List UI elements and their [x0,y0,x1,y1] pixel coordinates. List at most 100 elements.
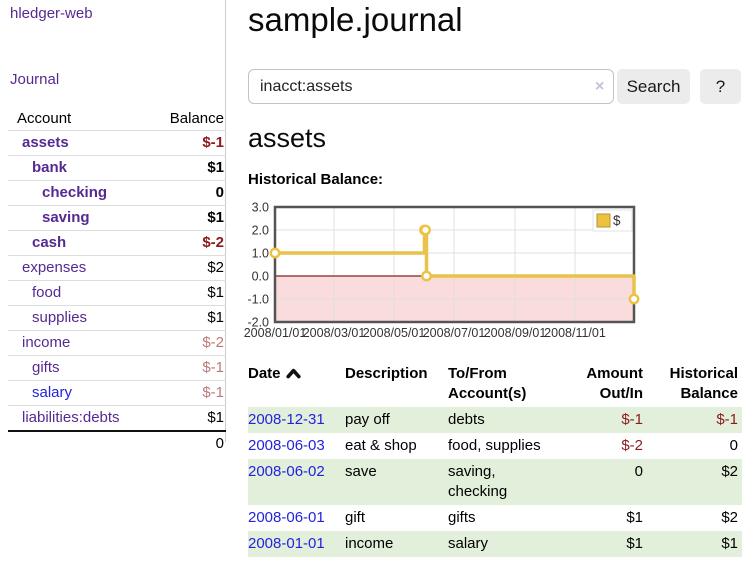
account-balance: 0 [152,180,226,206]
clear-search-icon[interactable]: × [595,78,605,95]
sort-ascending-icon[interactable] [285,365,301,385]
register-row[interactable]: 2008-06-02 save saving, checking 0 $2 [248,459,742,505]
svg-text:2008/03/01: 2008/03/01 [303,326,366,340]
register-balance-cell: $-1 [716,411,738,428]
accounts-total-value: 0 [152,430,226,456]
register-balance-cell: $1 [721,535,738,552]
account-row: bank $1 [8,155,226,181]
svg-text:2008/07/01: 2008/07/01 [423,326,486,340]
register-row[interactable]: 2008-06-01 gift gifts $1 $2 [248,505,742,531]
register-description-cell: eat & shop [345,437,417,454]
register-date-link[interactable]: 2008-06-01 [248,509,325,526]
account-balance: $-1 [152,130,226,156]
register-balance-cell: $2 [721,463,738,480]
register-date-cell: 2008-12-31 [248,407,345,433]
register-amount-cell: $-1 [621,411,643,428]
account-name-cell: checking [8,180,153,206]
account-balance: $-2 [152,330,226,356]
register-amount-cell: $-2 [621,437,643,454]
register-date-cell: 2008-06-01 [248,505,345,531]
svg-text:3.0: 3.0 [252,201,269,215]
register-accounts-cell: salary [448,535,489,552]
app-brand-link[interactable]: hledger-web [10,5,93,22]
account-balance: $2 [152,255,226,281]
register-date-cell: 2008-01-01 [248,531,345,557]
account-row: income $-2 [8,330,226,356]
data-point-marker [421,270,432,282]
account-name-cell: gifts [8,355,153,381]
help-button[interactable]: ? [700,69,741,104]
accounts-header-balance: Balance [169,109,224,127]
register-header-amount: Amount Out/In [586,365,643,402]
account-name-cell: supplies [8,305,153,331]
account-balance: $-1 [152,380,226,406]
register-row[interactable]: 2008-12-31 pay off debts $-1 $-1 [248,407,742,433]
register-header-balance: Historical Balance [669,365,738,402]
accounts-total-row: 0 [8,430,226,456]
account-link-expenses[interactable]: expenses [22,259,87,276]
account-link-cash[interactable]: cash [32,234,67,251]
data-point-marker [628,293,640,305]
register-header-date[interactable]: Date [248,364,345,407]
register-row[interactable]: 2008-01-01 income salary $1 $1 [248,531,742,557]
svg-text:0.0: 0.0 [252,270,269,284]
search-input[interactable] [248,69,614,104]
register-date-cell: 2008-06-02 [248,459,345,505]
account-balance: $-1 [152,355,226,381]
register-date-link[interactable]: 2008-01-01 [248,535,325,552]
account-name-cell: bank [8,155,153,181]
account-link-income[interactable]: income [22,334,71,351]
search-button[interactable]: Search [617,69,690,104]
register-balance-cell: 0 [729,437,738,454]
account-link-liabilities-debts[interactable]: liabilities:debts [22,409,120,426]
legend-label: $ [613,213,621,228]
sidebar-item-journal[interactable]: Journal [10,71,60,88]
register-accounts-cell: gifts [448,509,476,526]
register-balance-cell: $2 [721,509,738,526]
data-point-marker [420,224,431,236]
sidebar: hledger-web Journal Account Balance asse… [0,0,226,456]
account-balance: $1 [152,405,226,431]
account-link-salary[interactable]: salary [32,384,73,401]
svg-text:2008/05/01: 2008/05/01 [363,326,426,340]
accounts-total-spacer [8,430,153,456]
register-accounts-cell: saving, checking [448,463,508,500]
historical-balance-chart: $3.0 2.0 1.0 0.0 -1.0 -2.0 2008/01/01 2008/03/0… [244,201,742,351]
account-link-bank[interactable]: bank [32,159,68,176]
svg-text:-1.0: -1.0 [247,293,269,307]
svg-text:2.0: 2.0 [252,224,269,238]
register-row[interactable]: 2008-06-03 eat & shop food, supplies $-2 0 [248,433,742,459]
account-name-cell: salary [8,380,153,406]
register-amount-cell: $1 [626,535,643,552]
register-amount-cell: 0 [634,463,643,480]
register-description-cell: income [345,535,394,552]
register-header-date-label: Date [248,365,281,382]
account-name-cell: liabilities:debts [8,405,153,431]
account-row: food $1 [8,280,226,306]
account-balance: $1 [152,305,226,331]
svg-text:2008/01/01: 2008/01/01 [244,326,307,340]
account-name-cell: saving [8,205,153,231]
svg-text:2008/11/01: 2008/11/01 [544,326,606,340]
account-name-cell: income [8,330,153,356]
register-date-cell: 2008-06-03 [248,433,345,459]
register-header-accounts: To/From Account(s) [448,365,527,402]
account-link-supplies[interactable]: supplies [32,309,88,326]
account-row: assets $-1 [8,130,226,156]
register-description-cell: save [345,463,377,480]
account-row: liabilities:debts $1 [8,405,226,431]
data-point-marker [269,247,281,259]
register-date-link[interactable]: 2008-06-03 [248,437,325,454]
svg-text:1.0: 1.0 [252,247,269,261]
account-link-checking[interactable]: checking [42,184,108,201]
account-link-assets[interactable]: assets [22,134,69,151]
account-link-food[interactable]: food [32,284,62,301]
account-row: salary $-1 [8,380,226,406]
account-balance: $-2 [152,230,226,256]
register-accounts-cell: food, supplies [448,437,541,454]
account-link-gifts[interactable]: gifts [32,359,60,376]
register-date-link[interactable]: 2008-12-31 [248,411,325,428]
account-link-saving[interactable]: saving [42,209,90,226]
account-row: saving $1 [8,205,226,231]
register-date-link[interactable]: 2008-06-02 [248,463,325,480]
